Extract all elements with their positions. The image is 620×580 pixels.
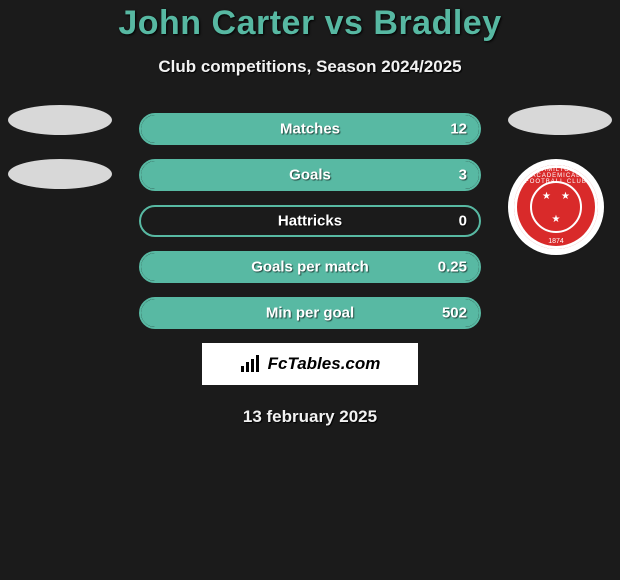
stat-right-value: 12 [450,121,467,138]
stat-label: Hattricks [141,213,479,230]
stat-label: Goals [141,167,479,184]
player-placeholder-oval [8,159,112,189]
brand-box[interactable]: FcTables.com [202,343,418,385]
stat-right-value: 0 [459,213,467,230]
left-player-column [8,105,112,213]
stat-bar: Goals per match0.25 [139,251,481,283]
generation-date: 13 february 2025 [0,407,620,427]
player-placeholder-oval [8,105,112,135]
crest-year: 1874 [548,238,564,245]
stat-bar: Min per goal502 [139,297,481,329]
stat-right-value: 502 [442,305,467,322]
comparison-card: John Carter vs Bradley Club competitions… [0,0,620,427]
club-crest: HAMILTON ACADEMICAL FOOTBALL CLUB ★ ★ ★ … [508,159,604,255]
star-icon: ★ [552,214,561,225]
stat-label: Min per goal [141,305,479,322]
stat-bar: Matches12 [139,113,481,145]
bars-icon [240,355,262,373]
player-placeholder-oval [508,105,612,135]
stat-label: Matches [141,121,479,138]
subtitle: Club competitions, Season 2024/2025 [0,57,620,77]
stat-bar: Hattricks0 [139,205,481,237]
page-title: John Carter vs Bradley [0,4,620,43]
stats-area: HAMILTON ACADEMICAL FOOTBALL CLUB ★ ★ ★ … [0,113,620,329]
crest-outer-ring: HAMILTON ACADEMICAL FOOTBALL CLUB ★ ★ ★ … [514,165,598,249]
star-icon: ★ [561,191,570,202]
stat-bar: Goals3 [139,159,481,191]
right-player-column: HAMILTON ACADEMICAL FOOTBALL CLUB ★ ★ ★ … [508,105,612,255]
star-icon: ★ [542,191,551,202]
stat-bars: Matches12 Goals3 Hattricks0 Goals per match… [139,113,481,329]
crest-inner-disc: ★ ★ ★ [530,181,582,233]
stat-label: Goals per match [141,259,479,276]
stat-right-value: 3 [459,167,467,184]
brand-text: FcTables.com [268,354,381,374]
stat-right-value: 0.25 [438,259,467,276]
